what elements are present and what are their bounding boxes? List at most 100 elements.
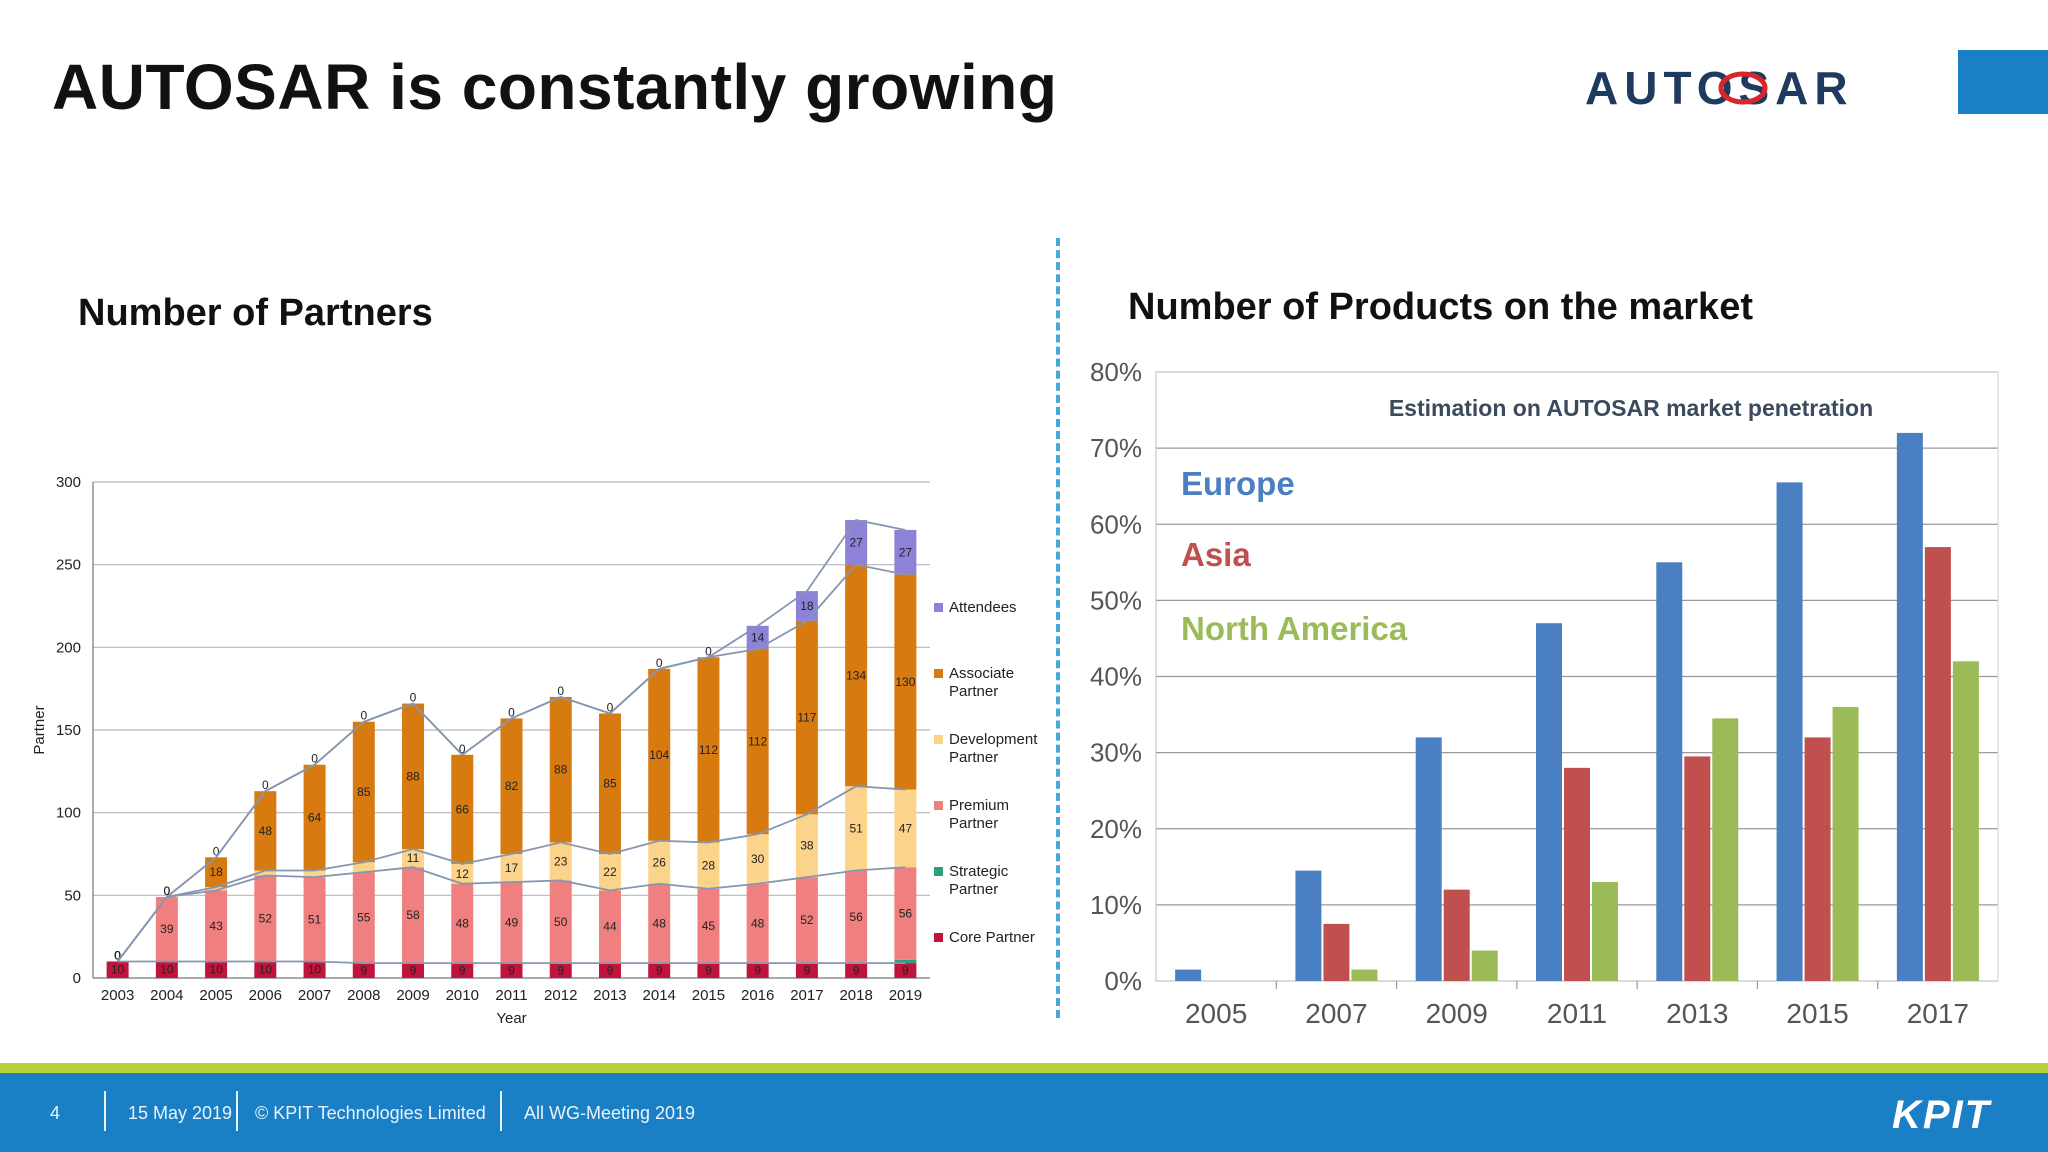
bar <box>1712 718 1739 981</box>
bar-segment <box>402 867 425 964</box>
bar <box>1536 623 1562 981</box>
data-label: 0 <box>262 778 269 792</box>
bar <box>1415 737 1442 981</box>
bar-segment <box>697 963 720 978</box>
data-label: 22 <box>603 865 617 879</box>
bar-segment <box>402 963 425 978</box>
footer-separator <box>500 1091 502 1131</box>
bar-segment <box>254 875 277 962</box>
data-label: 14 <box>751 630 765 644</box>
y-axis-label: Partner <box>31 705 48 754</box>
footer-separator <box>236 1091 238 1131</box>
bar-segment <box>746 834 769 884</box>
data-label: 26 <box>653 855 667 869</box>
bar-segment <box>746 963 769 978</box>
partners-chart-title: Number of Partners <box>78 292 433 334</box>
y-tick-label: 30% <box>1090 738 1142 768</box>
bar-segment <box>205 890 228 962</box>
bar-segment <box>549 696 572 843</box>
bar-segment <box>894 574 917 790</box>
data-label: 0 <box>459 742 466 756</box>
bar-segment <box>746 648 769 835</box>
x-tick-label: 2018 <box>839 987 872 1004</box>
data-label: 9 <box>410 964 417 978</box>
x-tick-label: 2013 <box>593 987 626 1004</box>
footer-event: All WG-Meeting 2019 <box>524 1103 696 1123</box>
legend-swatch <box>934 735 943 744</box>
section-divider <box>1056 238 1060 1018</box>
x-tick-label: 2007 <box>1305 998 1367 1029</box>
x-tick-label: 2017 <box>1907 998 1969 1029</box>
footer-accent-line <box>0 1063 2048 1073</box>
bar-segment <box>894 963 917 978</box>
data-label: 0 <box>360 709 367 723</box>
market-penetration-chart: 0% 10% 20% 30% 40% 50% 60% 70% 80% 2005 2007 2009 20… <box>1090 357 1999 1029</box>
data-label: 9 <box>360 964 367 978</box>
data-label: 27 <box>849 535 863 549</box>
series-connector-line <box>116 785 906 963</box>
x-tick-label: 2013 <box>1666 998 1728 1029</box>
legend-swatch <box>934 669 943 678</box>
y-tick-label: 200 <box>56 639 81 656</box>
data-label: 18 <box>800 599 814 613</box>
data-label: 0 <box>508 705 515 719</box>
data-label: 85 <box>357 785 371 799</box>
market-chart-title: Number of Products on the market <box>1128 286 1753 328</box>
x-tick-label: 2014 <box>643 987 676 1004</box>
data-label: 88 <box>406 769 420 783</box>
x-tick-label: 2006 <box>249 987 282 1004</box>
data-label: 45 <box>702 919 716 933</box>
data-label: 52 <box>800 913 814 927</box>
data-label: 12 <box>456 867 470 881</box>
logo-accent-tab <box>1958 50 2048 114</box>
footer-date: 15 May 2019 <box>128 1103 233 1123</box>
data-label: 9 <box>853 964 860 978</box>
bar-segment <box>697 657 720 843</box>
data-label: 39 <box>160 922 174 936</box>
bar-segment <box>648 840 671 884</box>
data-label: 9 <box>902 964 909 978</box>
data-label: 23 <box>554 854 568 868</box>
bar-segment <box>500 718 523 854</box>
legend-label: Premium <box>949 797 1009 814</box>
bar-segment <box>795 963 818 978</box>
bar-segment <box>795 620 818 815</box>
bar-segment <box>894 959 917 964</box>
legend-label: Attendees <box>949 599 1017 616</box>
x-tick-label: 2008 <box>347 987 380 1004</box>
x-tick-label: 2017 <box>790 987 823 1004</box>
bar <box>1323 923 1350 981</box>
data-label: 28 <box>702 859 716 873</box>
data-label: 9 <box>656 964 663 978</box>
bar <box>1804 737 1831 981</box>
data-label: 17 <box>505 861 519 875</box>
bar-segment <box>598 854 621 891</box>
data-label: 0 <box>114 948 121 962</box>
bar-segment <box>254 961 277 978</box>
data-label: 85 <box>603 777 617 791</box>
data-label: 88 <box>554 763 568 777</box>
data-label: 9 <box>607 964 614 978</box>
x-tick-label: 2005 <box>199 987 232 1004</box>
bar-segment <box>549 842 572 881</box>
legend-label: North America <box>1181 610 1408 647</box>
bar-segment <box>254 870 277 876</box>
bar-segment <box>451 963 474 978</box>
y-tick-label: 150 <box>56 722 81 739</box>
bar <box>1776 482 1803 981</box>
bar-segment <box>205 961 228 978</box>
legend-label-line2: Partner <box>949 749 998 766</box>
bar-segment <box>254 791 277 871</box>
data-label: 50 <box>554 915 568 929</box>
data-label: 56 <box>849 910 863 924</box>
bar-segment <box>845 870 868 964</box>
y-tick-label: 0 <box>73 970 81 987</box>
data-label: 0 <box>164 884 171 898</box>
data-label: 0 <box>114 948 121 962</box>
data-label: 11 <box>407 851 420 865</box>
x-tick-label: 2015 <box>1786 998 1848 1029</box>
legend-label-line2: Partner <box>949 815 998 832</box>
bar-segment <box>894 867 917 960</box>
legend-label: Core Partner <box>949 929 1035 946</box>
data-label: 117 <box>797 711 816 725</box>
